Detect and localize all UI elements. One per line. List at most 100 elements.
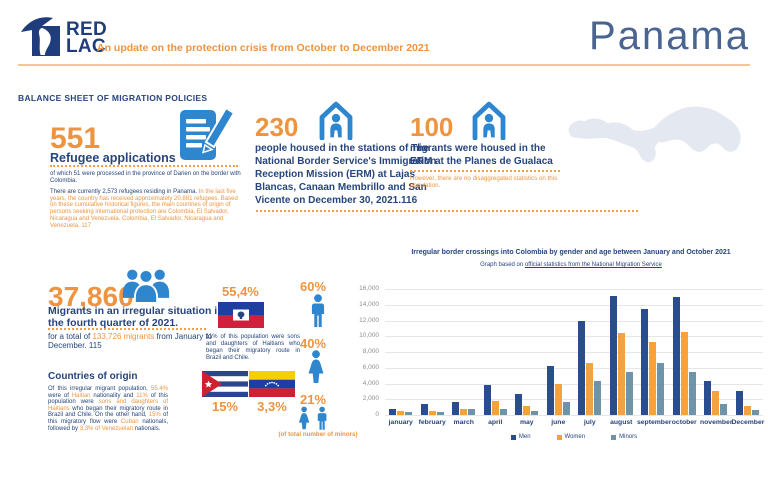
bar-minors-may xyxy=(531,410,539,415)
bar-women-november xyxy=(712,391,720,415)
chart-subtitle: Graph based on official statistics from … xyxy=(378,262,764,268)
text-segment: nationality and xyxy=(90,392,137,399)
bar-group-june: june xyxy=(543,289,575,426)
x-axis-label: august xyxy=(610,419,633,426)
bar-group-september: september xyxy=(637,289,671,426)
logo-line1: RED xyxy=(66,19,108,41)
bar-men-December xyxy=(735,391,743,415)
text-segment: Haitian xyxy=(71,392,91,399)
cuba-flag-icon xyxy=(202,371,248,402)
chart-source-link[interactable]: official statistics from the National Mi… xyxy=(524,262,662,268)
legend-swatch xyxy=(556,434,562,440)
chart-title: Irregular border crossings into Colombia… xyxy=(411,249,731,256)
minors-percentage: 21% xyxy=(300,392,327,407)
bar-minors-march xyxy=(468,409,476,415)
countries-of-origin-heading: Countries of origin xyxy=(48,371,138,382)
house-person-icon xyxy=(315,98,357,145)
bar-women-march xyxy=(460,408,468,415)
gridline xyxy=(385,289,763,290)
bar-men-march xyxy=(452,402,460,415)
refugee-applications-number: 551 xyxy=(50,122,101,155)
bar-men-july xyxy=(578,321,586,415)
bar-minors-august xyxy=(625,371,633,415)
bar-minors-november xyxy=(720,403,728,415)
redlac-logo-text: RED LAC xyxy=(66,19,108,56)
children-icons xyxy=(296,406,332,436)
bar-group-february: february xyxy=(417,289,449,426)
section-label: BALANCE SHEET OF MIGRATION POLICIES xyxy=(18,93,208,103)
text-segment: 3.3% of Venezuelan xyxy=(79,425,134,432)
text-segment: 11% xyxy=(136,392,148,399)
bar-group-august: august xyxy=(606,289,638,426)
bar-men-june xyxy=(546,366,554,415)
x-axis-label: april xyxy=(488,419,503,426)
x-axis-label: october xyxy=(671,419,697,426)
dotted-divider xyxy=(48,328,206,330)
text-segment: nationals. xyxy=(133,425,161,432)
bar-group-january: january xyxy=(385,289,417,426)
countries-of-origin-paragraph: Of this irregular migrant population, 55… xyxy=(48,386,168,432)
venezuela-flag-icon xyxy=(249,371,295,402)
men-percentage: 60% xyxy=(300,279,327,294)
erm-housed-number: 230 xyxy=(255,112,299,142)
y-axis-label: 12,000 xyxy=(359,316,379,324)
gridline xyxy=(385,415,763,416)
legend-label: Minors xyxy=(619,434,638,440)
bar-men-february xyxy=(420,403,428,415)
text-segment: nationals, followed by xyxy=(48,418,168,432)
gridline xyxy=(385,320,763,322)
legend-item-women: Women xyxy=(556,434,586,440)
bar-minors-october xyxy=(688,371,696,415)
people-group-icon xyxy=(122,266,170,309)
bar-group-December: December xyxy=(732,289,764,426)
gualaca-housed-text: migrants were housed in the ERM at the P… xyxy=(410,143,553,167)
redlac-logo-mark-icon xyxy=(20,14,62,63)
text-segment: 133,726 migrants xyxy=(92,332,155,341)
legend-item-minors: Minors xyxy=(611,434,637,440)
text-segment: Of this irregular migrant population, xyxy=(48,386,151,392)
bar-women-june xyxy=(554,383,562,415)
chart-source-prefix: Graph based on xyxy=(480,262,525,268)
bar-minors-april xyxy=(499,408,507,415)
man-icon xyxy=(310,294,326,333)
bar-women-august xyxy=(617,333,625,415)
bar-women-april xyxy=(491,400,499,415)
gridline xyxy=(385,383,763,385)
text-segment: Cuban xyxy=(120,418,139,425)
bar-group-may: may xyxy=(511,289,543,426)
text-segment: In the last five years, the country has … xyxy=(50,189,238,229)
panama-map xyxy=(563,94,748,181)
irregular-migrants-note: for a total of 133,726 migrants from Jan… xyxy=(48,332,220,350)
y-axis-label: 2,000 xyxy=(362,395,379,403)
legend-item-men: Men xyxy=(510,434,531,440)
x-axis-label: june xyxy=(551,419,566,426)
bar-minors-january xyxy=(405,412,413,415)
gridline xyxy=(385,336,763,338)
x-axis-label: february xyxy=(418,419,446,426)
bar-group-march: march xyxy=(448,289,480,426)
refugee-note-2: There are currently 2,573 refugees resid… xyxy=(50,189,246,229)
bar-minors-february xyxy=(436,411,444,415)
irregular-migrants-label: Migrants in an irregular situation in th… xyxy=(48,305,224,329)
bar-group-july: july xyxy=(574,289,606,426)
bar-minors-December xyxy=(751,409,759,415)
y-axis-label: 6,000 xyxy=(362,363,379,371)
bar-men-may xyxy=(515,393,523,415)
text-segment: sons and daughters of Haitians xyxy=(48,399,168,412)
cuba-percentage: 15% xyxy=(211,399,239,414)
dotted-divider xyxy=(256,210,638,212)
text-segment: were of xyxy=(48,392,72,399)
haiti-caption: 11% of this population were sons and dau… xyxy=(206,334,300,362)
y-axis-label: 0 xyxy=(375,411,379,418)
text-segment: from January to December. 115 xyxy=(48,332,213,351)
text-segment: who began their migratory route in Brazi… xyxy=(48,405,168,419)
y-axis-label: 4,000 xyxy=(362,379,379,387)
document-pen-icon xyxy=(176,100,236,169)
gualaca-note: However, there are no disaggregated stat… xyxy=(410,175,558,190)
bar-group-april: april xyxy=(480,289,512,426)
page-title-country: Panama xyxy=(589,14,750,58)
legend-label: Women xyxy=(564,434,586,440)
x-axis-label: september xyxy=(637,419,672,426)
minors-caption: (of total number of minors) xyxy=(278,431,358,438)
